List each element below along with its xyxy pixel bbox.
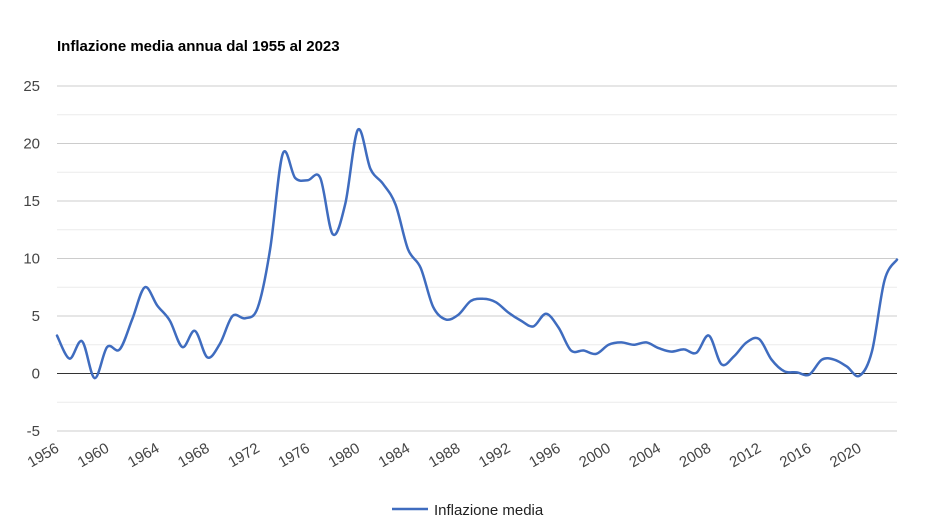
x-tick-label: 1964 [125, 440, 162, 471]
x-tick-label: 1996 [526, 440, 563, 471]
chart-title: Inflazione media annua dal 1955 al 2023 [57, 38, 340, 55]
y-tick-label: 15 [23, 193, 40, 210]
x-tick-label: 2008 [677, 440, 714, 471]
x-tick-label: 2000 [576, 440, 613, 471]
x-tick-label: 1972 [225, 440, 262, 471]
x-tick-label: 1956 [25, 440, 62, 471]
y-tick-label: 25 [23, 78, 40, 95]
x-tick-label: 1988 [426, 440, 463, 471]
y-tick-label: 20 [23, 136, 40, 153]
legend-label: Inflazione media [434, 502, 544, 519]
x-tick-label: 2004 [626, 440, 663, 471]
legend[interactable]: Inflazione media [392, 502, 544, 519]
x-tick-label: 2012 [727, 440, 764, 471]
x-tick-label: 1960 [75, 440, 112, 471]
x-tick-label: 1980 [325, 440, 362, 471]
y-tick-label: 5 [32, 308, 40, 325]
x-tick-label: 1968 [175, 440, 212, 471]
x-tick-label: 1992 [476, 440, 513, 471]
x-tick-label: 2020 [827, 440, 864, 471]
y-tick-label: -5 [27, 423, 40, 440]
y-tick-label: 0 [32, 366, 40, 383]
gridlines [57, 85, 897, 432]
x-tick-label: 1984 [376, 440, 413, 471]
x-axis-ticks: 1956 1960 1964 1968 1972 1976 1980 1984 1988 1992… [25, 440, 865, 471]
x-tick-label: 1976 [275, 440, 312, 471]
x-tick-label: 2016 [777, 440, 814, 471]
y-axis-ticks: -5 0 5 10 15 20 25 [23, 78, 40, 440]
y-tick-label: 10 [23, 251, 40, 268]
series-layer [55, 128, 899, 380]
series-line[interactable] [55, 128, 899, 380]
